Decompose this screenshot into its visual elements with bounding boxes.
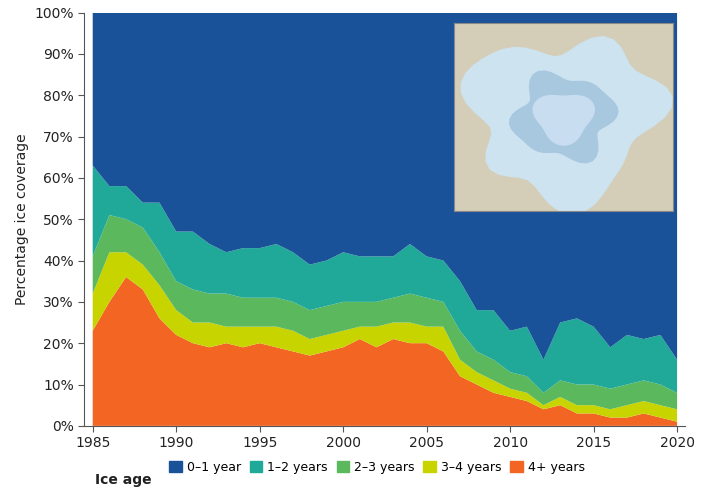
Text: Ice age: Ice age xyxy=(95,473,152,487)
Y-axis label: Percentage ice coverage: Percentage ice coverage xyxy=(15,133,29,305)
Legend: 0–1 year, 1–2 years, 2–3 years, 3–4 years, 4+ years: 0–1 year, 1–2 years, 2–3 years, 3–4 year… xyxy=(165,456,590,479)
